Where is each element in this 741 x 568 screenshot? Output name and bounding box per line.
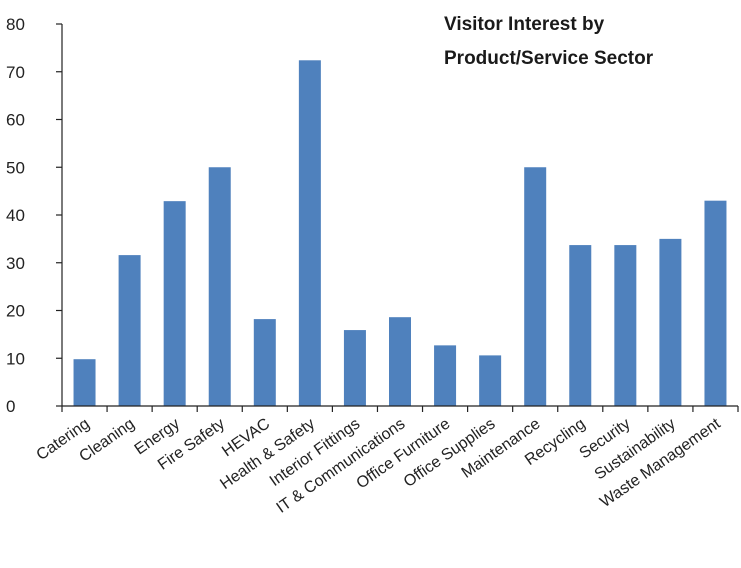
y-axis: 0 10 20 30 40 50 60 70 80: [6, 15, 63, 416]
bar: [704, 200, 727, 406]
y-tick-label: 50: [6, 158, 25, 177]
y-tick-label: 0: [6, 397, 15, 416]
bar: [569, 245, 592, 406]
bar: [659, 238, 682, 406]
bar: [524, 167, 547, 406]
chart-title-line-2: Product/Service Sector: [444, 48, 654, 69]
bars: [73, 60, 727, 406]
bar: [208, 167, 231, 406]
bar: [253, 319, 276, 406]
y-tick-label: 30: [6, 254, 25, 273]
bar: [389, 317, 411, 406]
bar: [614, 245, 637, 406]
bar: [479, 355, 502, 406]
bar: [343, 330, 366, 406]
y-tick-label: 10: [6, 349, 25, 368]
y-tick-label: 70: [6, 63, 25, 82]
bar: [298, 60, 321, 406]
bar: [73, 359, 96, 406]
y-tick-label: 80: [6, 15, 25, 34]
y-tick-label: 60: [6, 111, 25, 130]
bar: [118, 255, 141, 406]
chart-title-line-1: Visitor Interest by: [444, 14, 605, 35]
y-tick-label: 40: [6, 206, 25, 225]
bar: [434, 345, 457, 406]
y-tick-label: 20: [6, 302, 25, 321]
bar: [163, 201, 186, 406]
